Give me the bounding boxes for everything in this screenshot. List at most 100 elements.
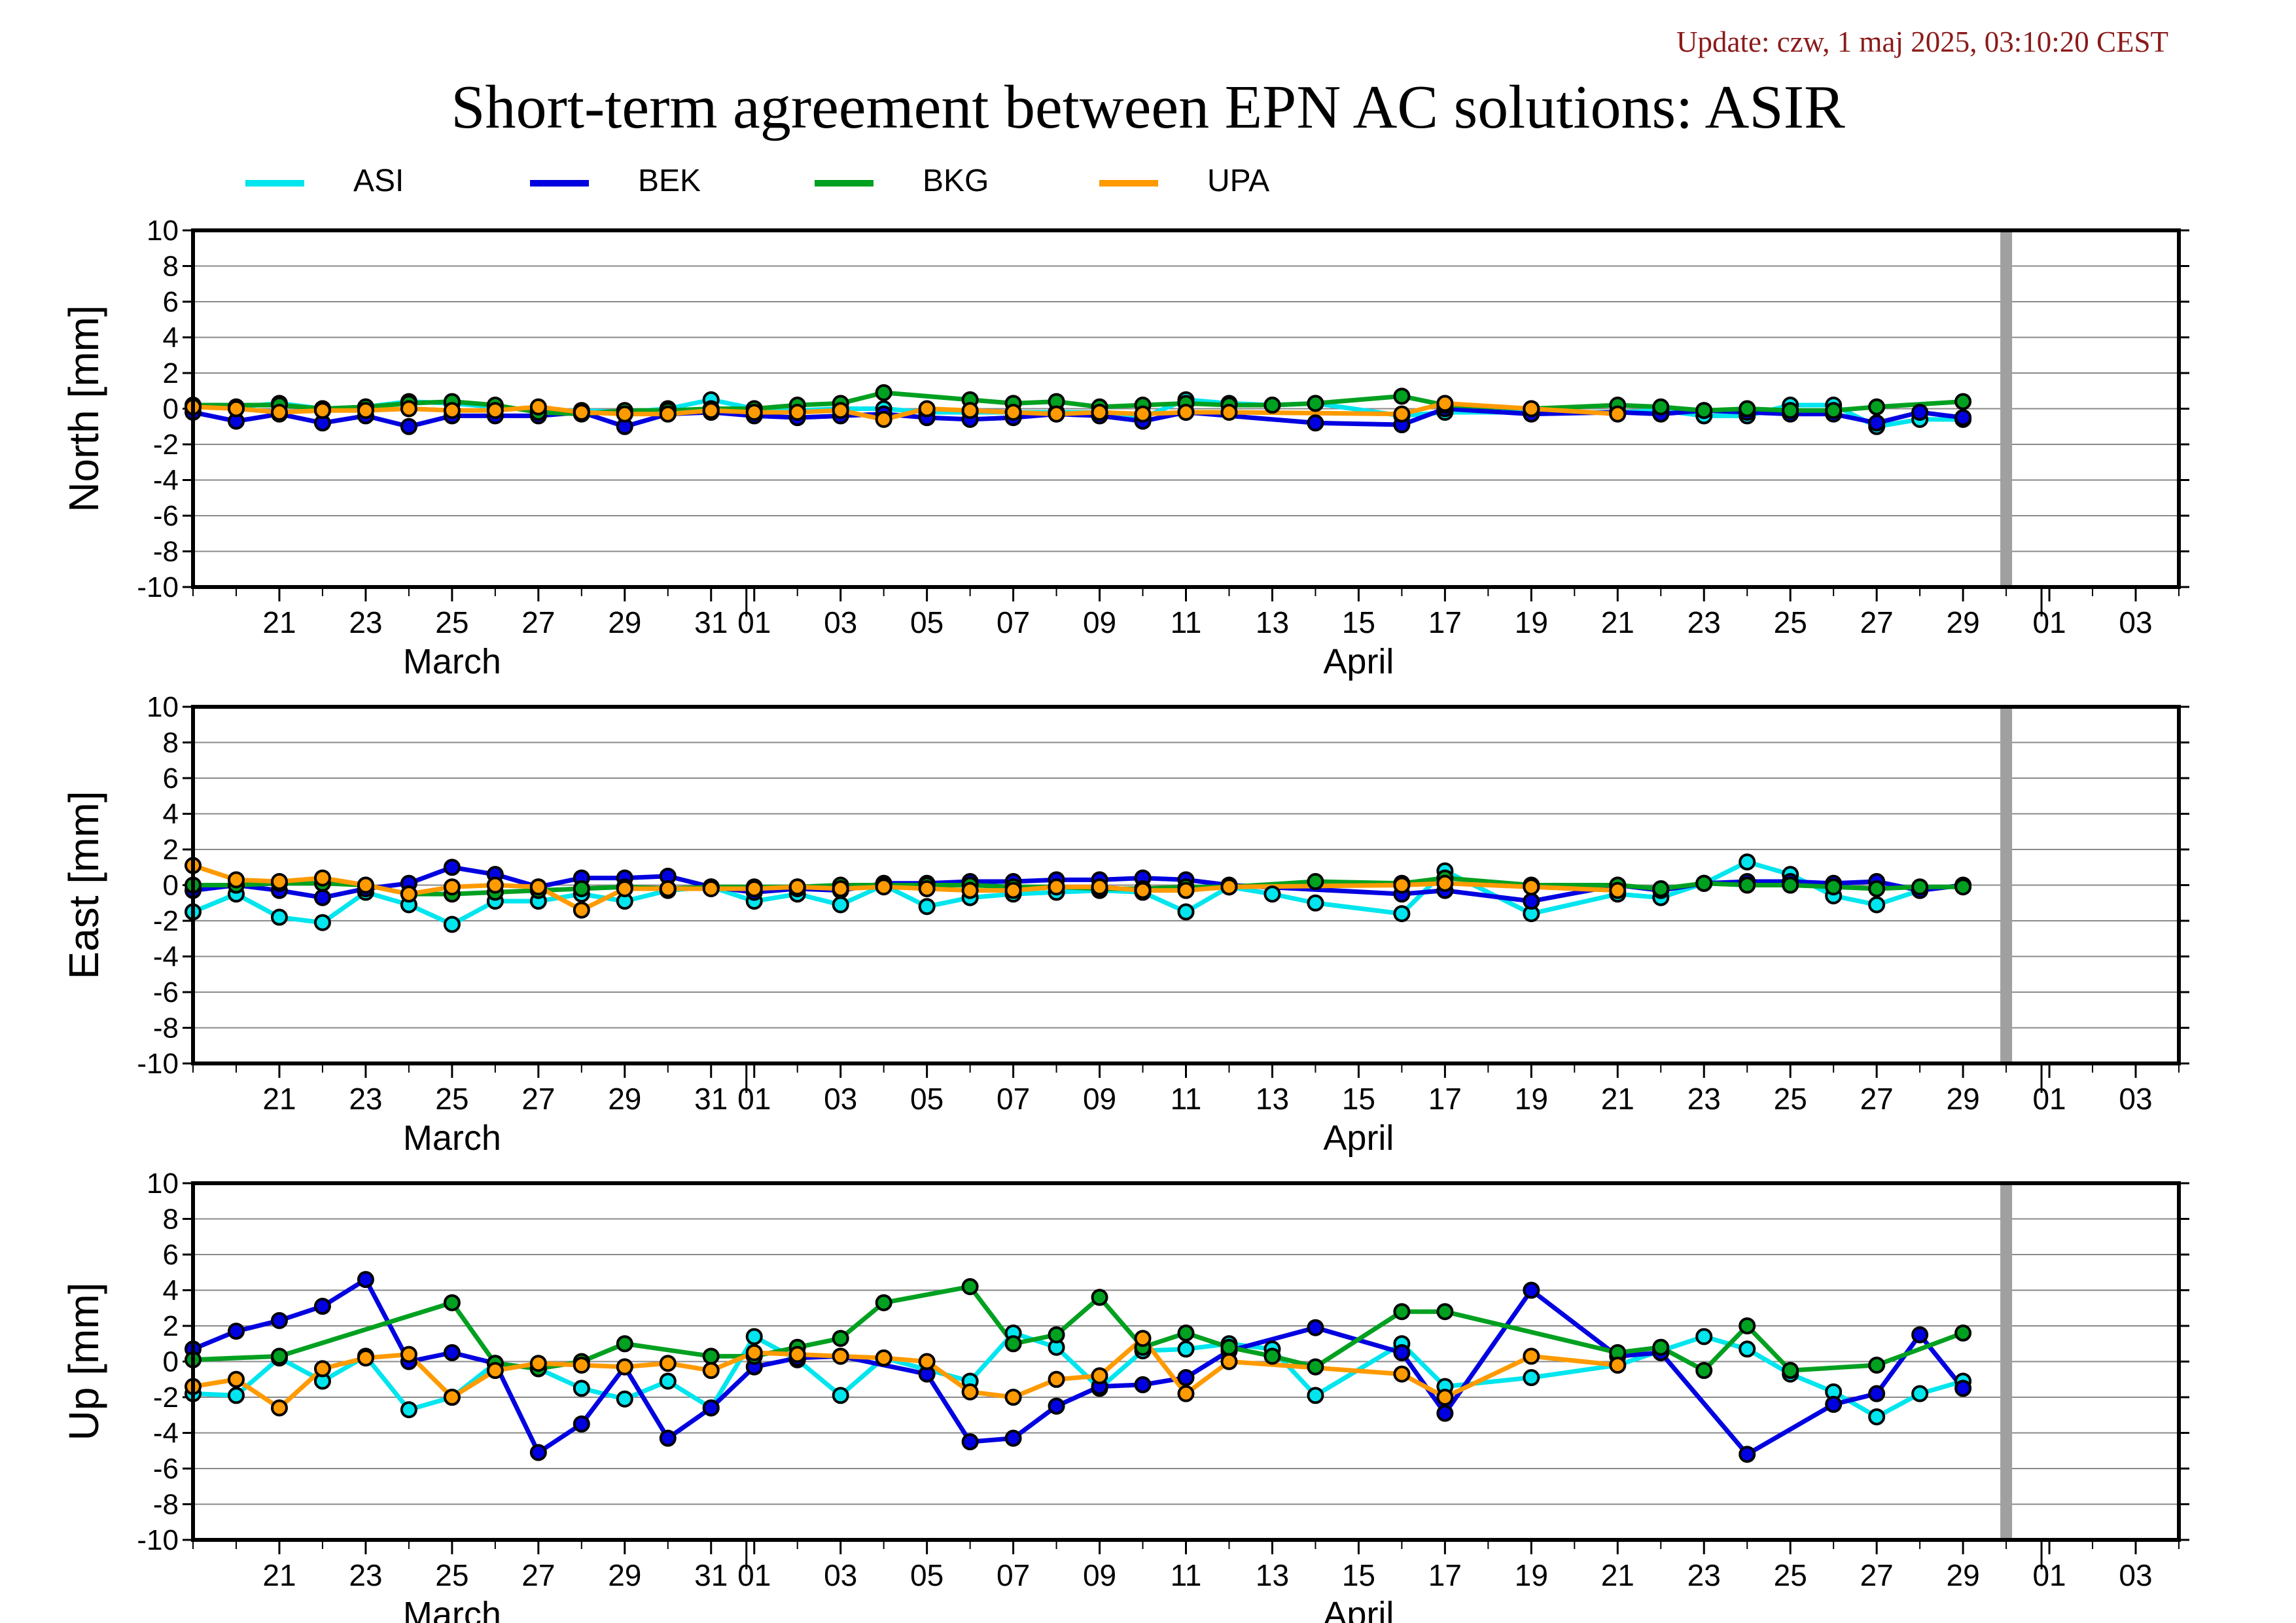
data-point-upa xyxy=(659,1355,677,1372)
data-point-upa xyxy=(702,402,720,419)
x-tick-label: 23 xyxy=(349,605,382,639)
data-point-upa xyxy=(529,878,547,896)
x-tick-label: 19 xyxy=(1515,1558,1548,1592)
data-point-upa xyxy=(616,1358,633,1376)
y-tick-label: 2 xyxy=(163,834,179,866)
x-tick-label: 15 xyxy=(1342,605,1375,639)
data-point-asi xyxy=(227,1387,245,1404)
data-point-upa xyxy=(486,876,504,894)
chart-title: Short-term agreement between EPN AC solu… xyxy=(451,73,1845,141)
data-point-upa xyxy=(357,876,374,894)
data-point-upa xyxy=(788,403,806,421)
legend-swatch-asi xyxy=(245,180,304,187)
data-point-bek xyxy=(1739,1446,1756,1463)
data-point-upa xyxy=(745,1344,763,1361)
data-point-upa xyxy=(832,402,849,419)
x-tick-label: 05 xyxy=(910,1082,944,1116)
data-point-upa xyxy=(313,402,331,419)
panel-3: 10 86 42 0 -2 -4-6 -8-10 21 23 25 27 29 31 01 03 05 07 09… xyxy=(60,1168,2189,1623)
data-point-bek xyxy=(1393,1344,1411,1361)
data-point-bek xyxy=(1307,1319,1324,1336)
data-point-bkg xyxy=(1436,1303,1454,1321)
data-point-upa xyxy=(1134,1330,1152,1347)
data-point-bkg xyxy=(1177,1324,1195,1342)
data-point-asi xyxy=(1523,1369,1540,1387)
data-point-upa xyxy=(1004,403,1022,421)
data-point-upa xyxy=(1220,878,1238,896)
data-point-upa xyxy=(227,400,245,418)
x-tick-label: 23 xyxy=(349,1082,382,1116)
data-point-bek xyxy=(270,1311,288,1329)
plot-frame xyxy=(191,1181,2181,1542)
data-point-bkg xyxy=(270,1347,288,1365)
x-tick-label: 11 xyxy=(1171,1558,1202,1592)
data-point-bkg xyxy=(1652,880,1670,897)
data-point-bkg xyxy=(702,1347,720,1365)
x-tick-label: 29 xyxy=(608,1558,641,1592)
data-point-upa xyxy=(227,871,245,889)
panel-2: 10 86 4 2 0-2 -4-6 -8 -10 21 23 25 27 29 31 01 03 05 07 09… xyxy=(60,691,2189,1158)
data-point-upa xyxy=(1436,395,1454,412)
data-point-upa xyxy=(270,873,288,891)
data-point-asi xyxy=(832,1387,849,1404)
month-label: April xyxy=(1323,1118,1394,1158)
x-tick-label: 29 xyxy=(608,605,641,639)
x-tick-label: 27 xyxy=(1860,1558,1894,1592)
legend-label-bkg: BKG xyxy=(923,164,989,198)
data-point-bkg xyxy=(1307,873,1324,891)
y-tick-label: 4 xyxy=(163,322,179,354)
data-point-upa xyxy=(1220,1353,1238,1370)
data-point-bkg xyxy=(1868,880,1886,897)
data-point-bek xyxy=(443,859,461,876)
data-point-upa xyxy=(659,880,677,897)
month-label: April xyxy=(1323,642,1394,681)
data-point-upa xyxy=(1436,874,1454,892)
data-point-bkg xyxy=(1393,387,1411,405)
x-tick-label: 25 xyxy=(435,605,468,639)
data-point-bkg xyxy=(1652,1338,1670,1356)
data-point-upa xyxy=(357,402,374,419)
legend-swatch-bek xyxy=(530,180,589,187)
data-point-upa xyxy=(486,1362,504,1380)
data-point-upa xyxy=(918,880,936,897)
data-point-upa xyxy=(1091,403,1108,421)
x-tick-label: 01 xyxy=(2032,1558,2066,1592)
data-point-asi xyxy=(1868,1408,1886,1425)
x-tick-label: 25 xyxy=(435,1558,468,1592)
data-point-bek xyxy=(573,1415,590,1433)
data-point-upa xyxy=(1523,878,1540,896)
data-point-upa xyxy=(573,901,590,919)
data-point-bkg xyxy=(1739,1317,1756,1334)
marker-bar xyxy=(2000,707,2013,1063)
data-point-upa xyxy=(573,1356,590,1374)
data-point-asi xyxy=(1307,894,1324,912)
series-group xyxy=(185,853,1972,933)
y-tick-label: 2 xyxy=(163,357,179,389)
data-point-bek xyxy=(1177,1369,1195,1387)
data-point-bkg xyxy=(443,1294,461,1311)
data-point-upa xyxy=(875,410,892,428)
data-point-bkg xyxy=(1782,1362,1799,1380)
y-tick-label: 10 xyxy=(147,691,179,723)
x-tick-label: 31 xyxy=(694,1558,728,1592)
x-tick-label: 25 xyxy=(435,1082,468,1116)
x-tick-label: 07 xyxy=(997,1558,1030,1592)
data-point-upa xyxy=(702,1362,720,1380)
update-timestamp: Update: czw, 1 maj 2025, 03:10:20 CEST xyxy=(1676,26,2168,58)
data-point-upa xyxy=(227,1370,245,1388)
data-point-upa xyxy=(1091,1367,1108,1385)
x-tick-label: 29 xyxy=(1947,1558,1980,1592)
legend-label-asi: ASI xyxy=(353,164,404,198)
data-point-bkg xyxy=(961,1278,979,1296)
data-point-bkg xyxy=(1954,878,1972,896)
x-tick-label: 29 xyxy=(1947,605,1980,639)
data-point-bkg xyxy=(875,1294,892,1311)
data-point-bek xyxy=(313,1298,331,1315)
x-tick-label: 15 xyxy=(1342,1082,1375,1116)
y-tick-label: 6 xyxy=(163,762,179,794)
data-point-upa xyxy=(400,885,417,903)
y-tick-label: -8 xyxy=(153,1489,179,1521)
x-tick-label: 27 xyxy=(521,1082,555,1116)
y-tick-label: 0 xyxy=(163,393,179,425)
